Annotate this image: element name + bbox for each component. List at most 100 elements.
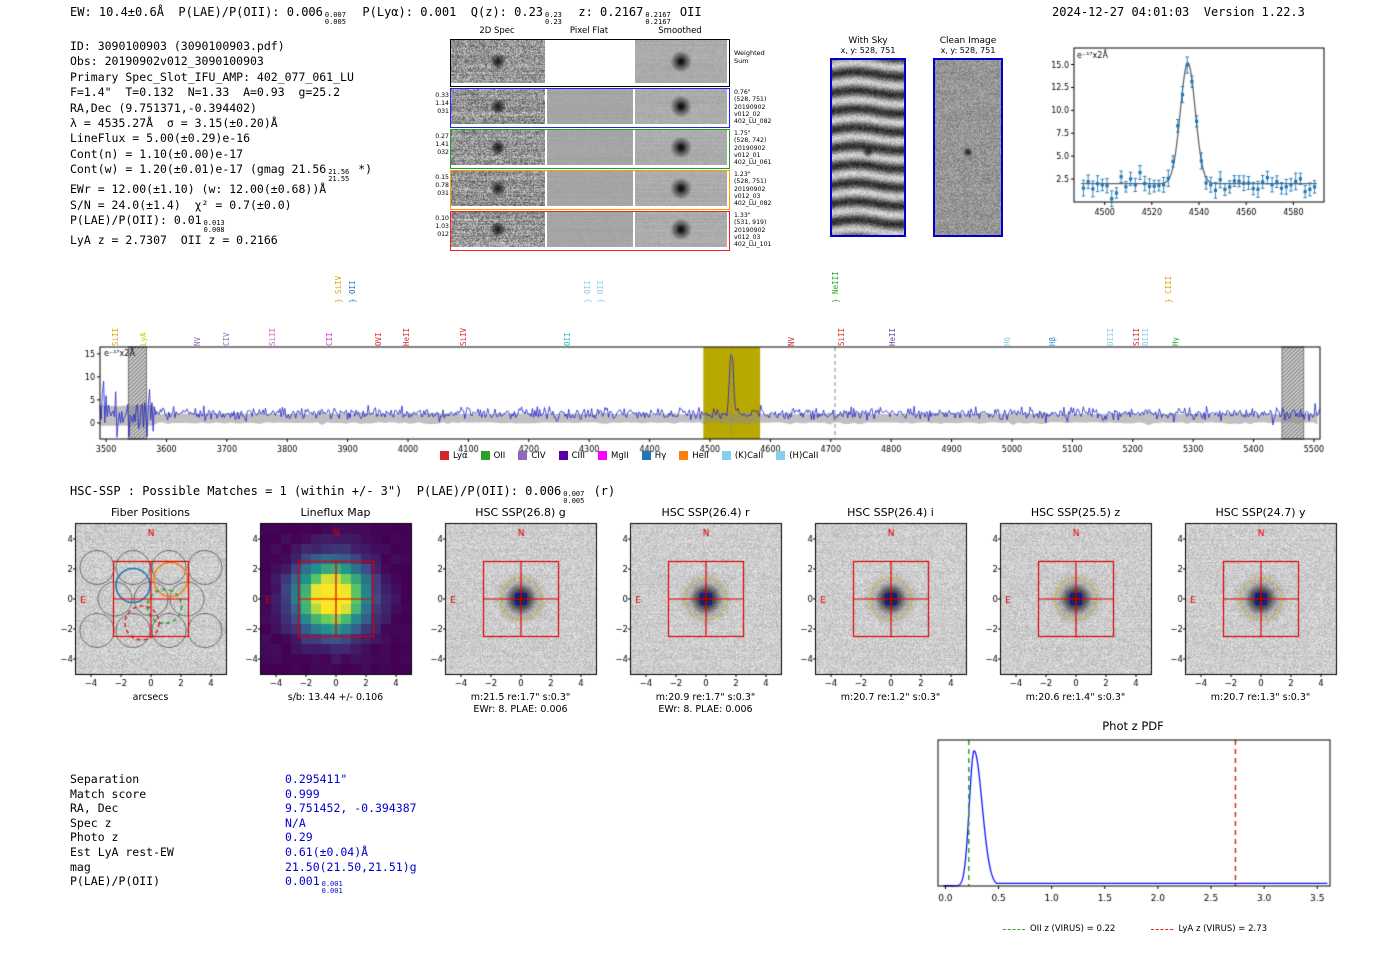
text-run: S/N = 24.0(±1.4) χ² = 0.7(±0.0)	[70, 197, 292, 212]
fiber-info-line: 20190902	[734, 103, 766, 111]
cutout-canvas-lineflux-map	[243, 522, 413, 692]
text-run: *)	[351, 162, 373, 177]
legend-item-ciii: CIII	[558, 451, 585, 461]
fiber-weight-value: 032	[437, 149, 449, 156]
fiber-info-line: v012_01	[734, 151, 761, 159]
stacked-uncertainty: 21.56 21.55	[328, 169, 349, 182]
fiber-row-weights: 0.10 1.03 012	[434, 215, 449, 239]
with-sky-title: With Sky	[848, 36, 888, 46]
cutout-panel-hsc-ssp-25-5-z: HSC SSP(25.5) z m:20.6 re:1.4" s:0.3"	[976, 506, 1161, 704]
fiber-row-weights: 0.15 0.78 031	[434, 174, 449, 198]
phot-z-pdf-plot	[928, 734, 1338, 918]
cutout-title-hsc-ssp-25-5-z: HSC SSP(25.5) z	[1030, 506, 1121, 519]
cutout-title-hsc-ssp-24-7-y: HSC SSP(24.7) y	[1215, 506, 1306, 519]
lower-value: 0.23	[545, 17, 562, 26]
fiber-info-line: (528, 751)	[734, 178, 767, 186]
fiber-info-line: v012_02	[734, 110, 761, 118]
match-row-value: 0.61(±0.04)Å	[285, 845, 368, 859]
spectrum-line-legend: Lyα OII CIV CIII MgII Hγ HeII (K)CaII (H)CaII	[440, 445, 831, 464]
stacked-uncertainty: 0.007 0.005	[563, 491, 584, 504]
match-row: mag 21.50(21.50,21.51)g	[70, 860, 417, 875]
photz-legend-label: OII z (VIRUS) = 0.22	[1029, 924, 1116, 934]
upper-value: 21.56	[328, 168, 350, 177]
text-run: 0.61(±0.04)Å	[285, 844, 369, 859]
info-line: Primary Spec_Slot_IFU_AMP: 402_077_061_L…	[70, 70, 372, 85]
clean-image-coords: x, y: 528, 751	[940, 46, 996, 55]
photz-pdf-title: Phot z PDF	[1102, 719, 1164, 733]
fiber-info-line: 20190902	[734, 144, 766, 152]
legend-label: Hγ	[654, 450, 667, 461]
spec2d-col-title: Smoothed	[658, 26, 702, 36]
line-fit-plot	[1030, 40, 1330, 232]
stacked-uncertainty: 0.013 0.008	[204, 220, 225, 233]
photz-legend-label: LyA z (VIRUS) = 2.73	[1178, 924, 1268, 934]
weighted-sum-row	[450, 39, 730, 87]
weighted-sum-label-line: Weighted	[734, 49, 765, 57]
dashed-line-sample	[1151, 928, 1174, 930]
fiber-info-line: (531, 919)	[734, 219, 767, 227]
fiber-weight-value: 031	[437, 108, 449, 115]
info-line: RA,Dec (9.751371,-0.394402)	[70, 101, 372, 116]
text-run: 0.999	[285, 786, 320, 801]
legend-color-swatch	[440, 451, 449, 460]
cutout-title-lineflux-map: Lineflux Map	[300, 506, 371, 519]
clean-image	[933, 58, 1003, 237]
fiber-pixel-flat-stamp	[547, 212, 633, 247]
info-line: EWr = 12.00(±1.10) (w: 12.00(±0.68))Å	[70, 182, 372, 197]
fiber-info-line: 402_LU_082	[734, 200, 772, 208]
fiber-weight-value: 0.27	[435, 133, 449, 140]
fiber-2d-row	[450, 170, 730, 210]
info-line: λ = 4535.27Å σ = 3.15(±0.20)Å	[70, 116, 372, 131]
info-line: Cont(n) = 1.10(±0.00)e-17	[70, 147, 372, 162]
upper-value: 0.23	[545, 11, 562, 19]
legend-item-mgii: MgII	[598, 451, 629, 461]
match-row-value: 0.999	[285, 787, 320, 801]
date-version-label: 2024-12-27 04:01:03 Version 1.22.3	[1052, 5, 1305, 19]
cutout-title-fiber-positions: Fiber Positions	[111, 506, 190, 519]
photz-legend: OII z (VIRUS) = 0.22 LyA z (VIRUS) = 2.73	[940, 924, 1330, 934]
2d-spectra-panel: 2D Spec Pixel Flat Smoothed Weighted Sum 0.33…	[434, 26, 798, 260]
text-run: F=1.4" T=0.132 N=1.33 A=0.93 g=25.2	[70, 85, 341, 100]
spectral-line-label-oii: } OII	[595, 280, 605, 303]
with-sky-image	[830, 58, 906, 237]
info-line: LineFlux = 5.00(±0.29)e-16	[70, 131, 372, 146]
cutout-caption: EWr: 8. PLAE: 0.006	[658, 704, 753, 715]
fiber-smoothed-stamp	[635, 212, 727, 247]
legend-item-hγ: Hγ	[641, 450, 667, 461]
legend-label: OII	[493, 450, 506, 461]
text-run: P(Lyα): 0.001 Q(z): 0.23	[347, 5, 544, 19]
fiber-row-info: 1.75" (528, 742) 20190902 v012_01 402_LU_061	[734, 130, 796, 166]
fiber-info-line: (528, 742)	[734, 137, 767, 145]
match-row-label: RA, Dec	[70, 801, 119, 816]
lower-value: 0.008	[203, 225, 225, 234]
fiber-info-line: 20190902	[734, 185, 766, 193]
upper-value: 0.007	[324, 11, 346, 19]
match-row: Spec z N/A	[70, 816, 417, 831]
cutout-canvas-fiber-positions	[58, 522, 228, 692]
text-run: EWr = 12.00(±1.10) (w: 12.00(±0.68))Å	[70, 182, 327, 197]
fiber-row-info: 1.33" (531, 919) 20190902 v012_03 402_LU_101	[734, 212, 796, 248]
legend-item-oii: OII	[480, 450, 506, 461]
upper-value: 0.007	[563, 490, 585, 498]
legend-item-(h)caii: (H)CaII	[776, 451, 818, 461]
fiber-info-line: 1.75"	[734, 130, 751, 137]
legend-item-civ: CIV	[518, 451, 546, 461]
text-run: (r)	[586, 484, 616, 498]
cutout-title-hsc-ssp-26-4-i: HSC SSP(26.4) i	[847, 506, 934, 519]
photz-legend-item: LyA z (VIRUS) = 2.73	[1151, 924, 1267, 934]
cutout-title-hsc-ssp-26-4-r: HSC SSP(26.4) r	[661, 506, 750, 519]
text-run: N/A	[285, 815, 306, 830]
cutout-panel-hsc-ssp-24-7-y: HSC SSP(24.7) y m:20.7 re:1.3" s:0.3"	[1161, 506, 1346, 704]
weighted-sum-label: Weighted Sum	[734, 49, 765, 65]
spectral-line-label-neiii: } NeIII	[831, 271, 841, 303]
fiber-info-line: 1.23"	[734, 171, 751, 178]
fiber-row-info: 1.23" (528, 751) 20190902 v012_03 402_LU_082	[734, 171, 796, 207]
legend-label: HeII	[692, 450, 709, 461]
cutout-panel-hsc-ssp-26-4-i: HSC SSP(26.4) i m:20.7 re:1.2" s:0.3"	[791, 506, 976, 704]
match-row: Match score 0.999	[70, 787, 417, 802]
text-run: z: 0.2167	[563, 5, 644, 19]
spectral-line-label-oii: } OII	[582, 280, 592, 303]
text-run: LineFlux = 5.00(±0.29)e-16	[70, 131, 251, 146]
fiber-weight-value: 0.15	[435, 174, 449, 181]
fiber-weight-value: 0.10	[435, 215, 449, 222]
